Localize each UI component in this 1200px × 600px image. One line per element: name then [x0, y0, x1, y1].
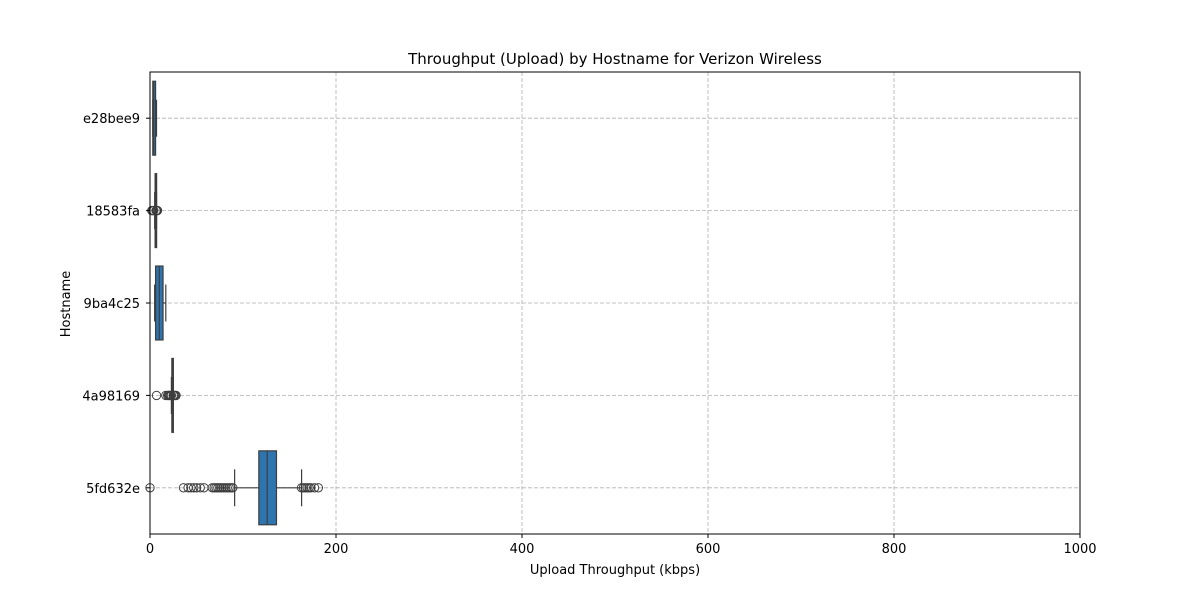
box-4a98169: [151, 357, 181, 433]
outlier-point: [228, 483, 238, 493]
box-e28bee9: [152, 80, 158, 156]
x-tick-label: 400: [510, 542, 535, 557]
y-axis-ticks: e28bee9 18583fa 9ba4c25 4a98169 5fd632e: [82, 112, 150, 497]
grid: [149, 72, 1081, 534]
outlier-point: [178, 483, 189, 493]
box-9ba4c25: [154, 265, 167, 341]
outlier-point: [191, 483, 202, 493]
outlier-point: [313, 483, 324, 493]
y-tick-label: 4a98169: [82, 389, 140, 404]
y-tick-label: 5fd632e: [86, 482, 140, 497]
y-tick-label: 18583fa: [86, 205, 140, 220]
outlier-point: [306, 483, 316, 493]
outlier-point: [171, 390, 181, 401]
x-tick-label: 0: [146, 542, 154, 557]
x-tick-label: 800: [882, 542, 907, 557]
x-axis-label: Upload Throughput (kbps): [530, 563, 700, 578]
y-axis-label: Hostname: [59, 271, 74, 337]
outlier-point: [151, 390, 162, 401]
x-tick-label: 1000: [1063, 542, 1096, 557]
box-5fd632e: [145, 450, 324, 526]
chart-title: Throughput (Upload) by Hostname for Veri…: [407, 50, 822, 68]
x-tick-label: 600: [696, 542, 721, 557]
box-18583fa: [147, 173, 163, 249]
outlier-point: [152, 205, 163, 216]
y-tick-label: 9ba4c25: [84, 297, 140, 312]
outlier-point: [189, 483, 199, 493]
x-axis-ticks: 0 200 400 600 800 1000: [146, 534, 1097, 557]
outlier-point: [309, 483, 320, 493]
outlier-point: [186, 483, 196, 493]
x-tick-label: 200: [324, 542, 349, 557]
outlier-point: [195, 483, 205, 493]
box-series: [145, 80, 324, 526]
y-tick-label: e28bee9: [83, 112, 140, 127]
